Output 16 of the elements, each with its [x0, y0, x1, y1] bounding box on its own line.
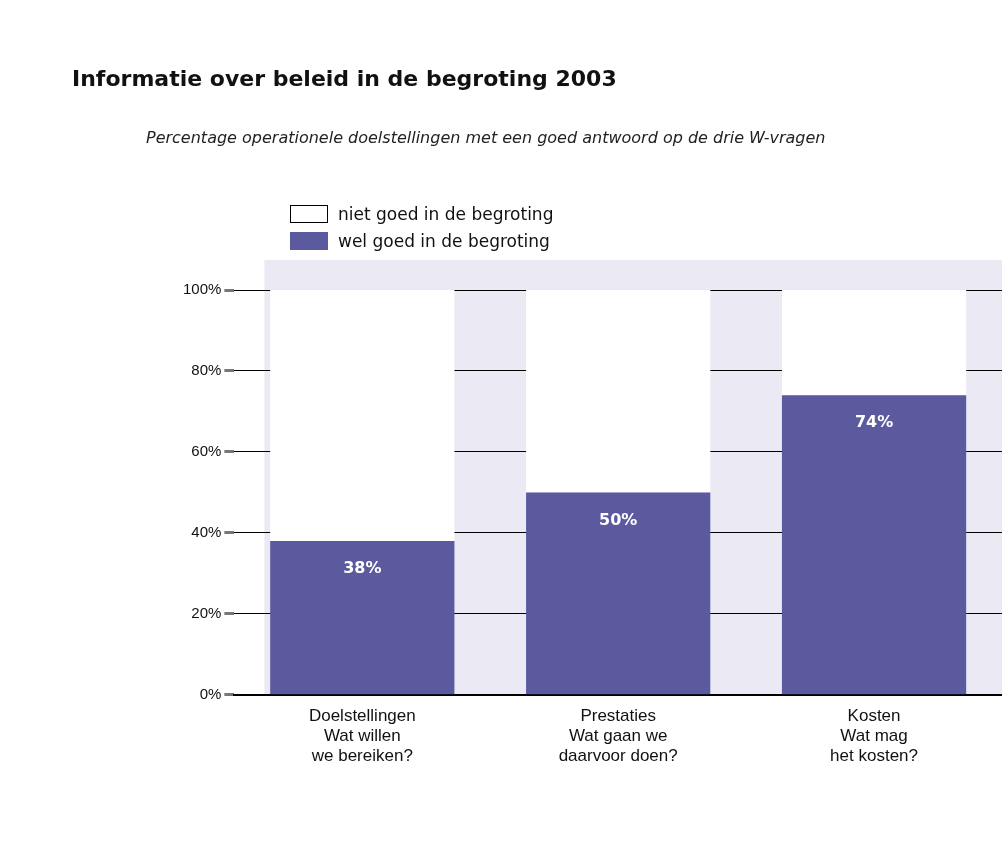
y-tick-label: 60% [191, 442, 222, 460]
y-tick-label: 20% [191, 603, 222, 621]
y-tick-label: 0% [199, 684, 222, 702]
chart-subtitle: Percentage operationele doelstellingen met een goed antwoord op de drie W-vragen [146, 128, 826, 147]
data-label: 50% [599, 509, 638, 529]
legend-label: wel goed in de begroting [338, 230, 550, 251]
x-tick-label: Kosten Wat mag het kosten? [830, 705, 919, 766]
y-tick-label: 40% [191, 523, 222, 541]
data-label: 38% [343, 558, 382, 578]
x-tick-label: Prestaties Wat gaan we daarvoor doen? [558, 705, 678, 766]
x-tick-label: Doelstellingen Wat willen we bereiken? [308, 705, 416, 766]
y-tick-label: 80% [191, 361, 222, 379]
chart-title: Informatie over beleid in de begroting 2003 [72, 66, 617, 91]
data-label: 74% [854, 412, 894, 432]
y-tick-label: 100% [182, 280, 222, 298]
legend-label: niet goed in de begroting [338, 203, 554, 224]
